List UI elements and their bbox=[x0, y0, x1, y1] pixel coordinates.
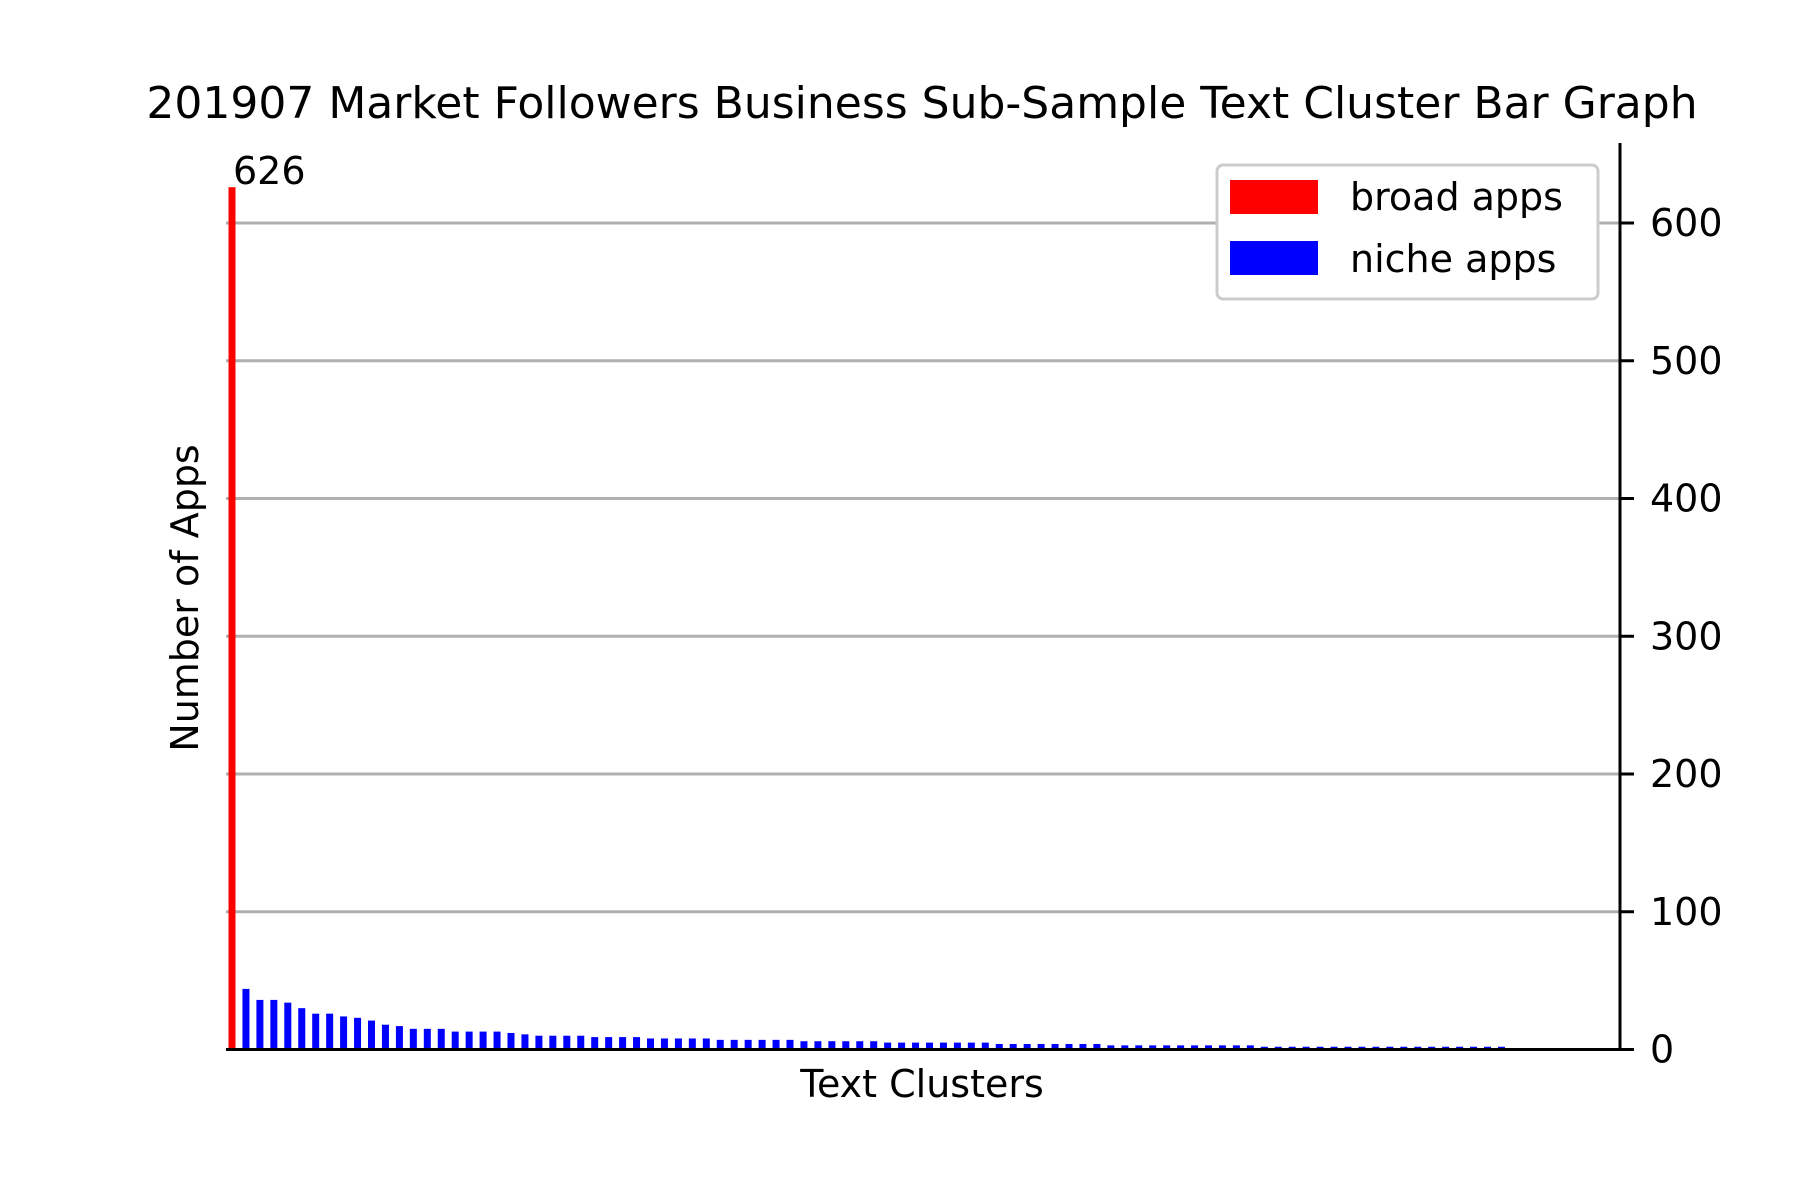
bar-niche-apps-58 bbox=[1051, 1043, 1059, 1050]
bar-niche-apps-50 bbox=[939, 1042, 947, 1050]
bar-niche-apps-5 bbox=[312, 1013, 320, 1050]
bar-niche-apps-17 bbox=[479, 1031, 487, 1050]
bar-niche-apps-11 bbox=[395, 1026, 403, 1050]
bar-niche-apps-35 bbox=[730, 1039, 738, 1050]
bar-niche-apps-57 bbox=[1037, 1043, 1045, 1050]
bar-niche-apps-39 bbox=[786, 1039, 794, 1050]
bar-niche-apps-64 bbox=[1135, 1045, 1143, 1050]
bar-niche-apps-15 bbox=[451, 1031, 459, 1050]
bar-niche-apps-41 bbox=[814, 1041, 822, 1050]
legend: broad apps niche apps bbox=[1215, 163, 1600, 301]
bar-niche-apps-34 bbox=[716, 1039, 724, 1050]
legend-swatch-broad-apps bbox=[1230, 180, 1318, 214]
bar-niche-apps-2 bbox=[270, 999, 278, 1050]
bar-niche-apps-36 bbox=[744, 1039, 752, 1050]
bar-niche-apps-25 bbox=[591, 1037, 599, 1050]
bar-niche-apps-22 bbox=[549, 1035, 557, 1050]
bar-niche-apps-0 bbox=[242, 988, 250, 1050]
bar-niche-apps-55 bbox=[1009, 1043, 1017, 1050]
bar-niche-apps-56 bbox=[1023, 1043, 1031, 1050]
bar-niche-apps-24 bbox=[577, 1035, 585, 1050]
bar-niche-apps-70 bbox=[1218, 1045, 1226, 1050]
y-tick-label-100: 100 bbox=[1650, 890, 1723, 934]
bar-niche-apps-38 bbox=[772, 1039, 780, 1050]
bar-niche-apps-31 bbox=[674, 1038, 682, 1050]
bar-niche-apps-40 bbox=[800, 1041, 808, 1050]
bar-niche-apps-54 bbox=[995, 1043, 1003, 1050]
bar-niche-apps-19 bbox=[507, 1032, 515, 1050]
legend-label-niche-apps: niche apps bbox=[1350, 237, 1556, 281]
bar-niche-apps-6 bbox=[326, 1013, 334, 1050]
bar-niche-apps-23 bbox=[563, 1035, 571, 1050]
y-tick-label-400: 400 bbox=[1650, 477, 1723, 521]
bar-niche-apps-62 bbox=[1107, 1045, 1115, 1050]
bar-niche-apps-8 bbox=[354, 1017, 362, 1050]
bar-niche-apps-20 bbox=[521, 1034, 529, 1050]
bar-niche-apps-42 bbox=[828, 1041, 836, 1050]
bar-niche-apps-60 bbox=[1079, 1043, 1087, 1050]
bar-niche-apps-16 bbox=[465, 1031, 473, 1050]
bar-niche-apps-28 bbox=[633, 1037, 641, 1050]
bar-niche-apps-69 bbox=[1205, 1045, 1212, 1050]
bar-broad-apps-0 bbox=[228, 187, 236, 1050]
bar-niche-apps-52 bbox=[967, 1042, 975, 1050]
bar-niche-apps-71 bbox=[1232, 1045, 1240, 1050]
bar-niche-apps-10 bbox=[381, 1024, 389, 1050]
y-tick-label-200: 200 bbox=[1650, 752, 1723, 796]
bar-niche-apps-68 bbox=[1191, 1045, 1199, 1050]
bar-niche-apps-65 bbox=[1149, 1045, 1157, 1050]
bar-niche-apps-1 bbox=[256, 999, 264, 1050]
bar-niche-apps-67 bbox=[1177, 1045, 1185, 1050]
data-label-broad-apps: 626 bbox=[233, 149, 306, 193]
bar-niche-apps-4 bbox=[298, 1008, 306, 1050]
bar-niche-apps-21 bbox=[535, 1035, 543, 1050]
bar-niche-apps-44 bbox=[856, 1041, 864, 1050]
bar-niche-apps-45 bbox=[870, 1041, 878, 1050]
bar-niche-apps-72 bbox=[1246, 1045, 1254, 1050]
bar-niche-apps-26 bbox=[605, 1037, 613, 1050]
y-axis-ticks: 0 100 200 300 400 500 600 bbox=[1620, 201, 1723, 1072]
bar-niche-apps-13 bbox=[423, 1028, 431, 1050]
bar-niche-apps-49 bbox=[926, 1042, 933, 1050]
bar-niche-apps-18 bbox=[493, 1031, 501, 1050]
bar-niche-apps-63 bbox=[1121, 1045, 1129, 1050]
bar-niche-apps-53 bbox=[981, 1042, 989, 1050]
bar-niche-apps-59 bbox=[1065, 1043, 1073, 1050]
bar-niche-apps-47 bbox=[898, 1042, 906, 1050]
bar-niche-apps-3 bbox=[284, 1002, 292, 1050]
gridlines bbox=[226, 221, 1620, 914]
bars bbox=[228, 187, 1505, 1050]
bar-niche-apps-51 bbox=[953, 1042, 961, 1050]
chart-title: 201907 Market Followers Business Sub-Sam… bbox=[146, 78, 1697, 129]
x-axis-label: Text Clusters bbox=[799, 1062, 1044, 1106]
legend-label-broad-apps: broad apps bbox=[1350, 175, 1563, 219]
bar-niche-apps-9 bbox=[368, 1020, 375, 1050]
bar-niche-apps-27 bbox=[619, 1037, 627, 1050]
bar-niche-apps-30 bbox=[660, 1038, 668, 1050]
bar-niche-apps-33 bbox=[702, 1038, 710, 1050]
bar-niche-apps-29 bbox=[647, 1038, 654, 1050]
bar-niche-apps-43 bbox=[842, 1041, 850, 1050]
bar-niche-apps-32 bbox=[688, 1038, 696, 1050]
bar-niche-apps-46 bbox=[884, 1042, 892, 1050]
y-axis-label: Number of Apps bbox=[163, 444, 207, 751]
bar-niche-apps-14 bbox=[437, 1028, 445, 1050]
legend-swatch-niche-apps bbox=[1230, 241, 1318, 275]
y-tick-label-600: 600 bbox=[1650, 201, 1723, 245]
bar-niche-apps-61 bbox=[1093, 1043, 1101, 1050]
bar-niche-apps-7 bbox=[340, 1016, 348, 1050]
bar-niche-apps-37 bbox=[758, 1039, 766, 1050]
y-tick-label-500: 500 bbox=[1650, 339, 1723, 383]
bar-niche-apps-66 bbox=[1163, 1045, 1171, 1050]
bar-niche-apps-48 bbox=[912, 1042, 920, 1050]
bar-niche-apps-12 bbox=[409, 1028, 417, 1050]
y-tick-label-0: 0 bbox=[1650, 1028, 1674, 1072]
y-tick-label-300: 300 bbox=[1650, 614, 1723, 658]
